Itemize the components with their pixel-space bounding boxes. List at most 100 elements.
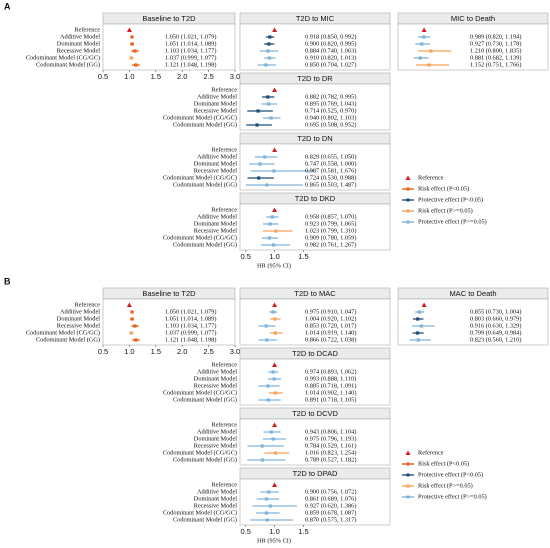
x-tick-label: 1.5 [151, 347, 161, 356]
row-label: Recessive Model [194, 227, 237, 234]
row-label: Codominant Model (CG/GC) [163, 174, 237, 181]
reference-marker [126, 302, 132, 307]
point-estimate [265, 518, 269, 522]
panel-body [239, 298, 391, 346]
value-label: 1.050 (1.021, 1.079) [165, 308, 216, 315]
value-label: 0.803 (0.660, 0.979) [470, 315, 521, 322]
point-estimate [256, 109, 260, 113]
point-estimate [264, 511, 269, 515]
x-tick-label: 1.0 [124, 347, 134, 356]
point-estimate [130, 42, 134, 46]
point-estimate [130, 35, 134, 39]
point-estimate [264, 497, 269, 501]
point-estimate [273, 331, 278, 335]
row-label: Reference [211, 146, 237, 153]
x-tick-label: 0.5 [98, 347, 108, 356]
panel-title: T2D to DR [297, 74, 333, 83]
point-estimate [416, 338, 420, 342]
row-label: Dominant Model [57, 40, 100, 47]
value-label: 0.909 (0.780, 1.059) [305, 234, 356, 241]
row-label: Dominant Model [194, 375, 237, 382]
point-estimate [267, 56, 272, 60]
value-label: 1.121 (1.048, 1.198) [165, 61, 216, 68]
value-label: 0.975 (0.910, 1.047) [305, 308, 356, 315]
panel-body [239, 143, 391, 191]
value-label: 1.103 (1.034, 1.177) [165, 322, 216, 329]
point-estimate [255, 123, 259, 127]
value-label: 0.895 (0.769, 1.043) [305, 100, 356, 107]
value-label: 1.121 (1.048, 1.198) [165, 336, 216, 343]
point-estimate [266, 398, 270, 402]
reference-marker [272, 362, 278, 367]
reference-marker [126, 27, 132, 32]
legend-symbol [406, 209, 410, 213]
row-label: Codominant Model (CG/GC) [163, 114, 237, 121]
panel-title: Baseline to T2D [142, 289, 196, 298]
point-estimate [273, 317, 277, 321]
point-estimate [133, 49, 137, 53]
point-estimate [269, 430, 273, 434]
point-estimate [265, 338, 269, 342]
value-label: 0.940 (0.802, 1.103) [305, 114, 356, 121]
value-label: 0.789 (0.527, 1.182) [305, 456, 356, 463]
value-label: 0.829 (0.655, 1.050) [305, 153, 356, 160]
panel-title: T2D to MIC [296, 14, 335, 23]
row-label: Dominant Model [194, 220, 237, 227]
row-label: Codominant Model (GG) [36, 61, 100, 68]
point-estimate [133, 324, 137, 328]
point-estimate [264, 63, 268, 67]
panel-letter: A [4, 1, 11, 11]
x-tick-label: 2.5 [203, 72, 213, 81]
panel-title: T2D to DCAD [292, 349, 338, 358]
value-label: 0.855 (0.730, 1.004) [470, 308, 521, 315]
row-label: Reference [211, 86, 237, 93]
point-estimate [266, 102, 271, 106]
value-label: 0.923 (0.799, 1.065) [305, 220, 356, 227]
panel-title: T2D to DCVD [292, 409, 338, 418]
value-label: 0.927 (0.620, 1.386) [305, 502, 356, 509]
point-estimate [271, 310, 275, 314]
point-estimate [273, 451, 278, 455]
point-estimate [263, 155, 267, 159]
row-label: Dominant Model [194, 160, 237, 167]
point-estimate [422, 35, 426, 39]
value-label: 0.993 (0.888, 1.110) [305, 375, 356, 382]
row-label: Additive Model [197, 368, 237, 375]
value-label: 1.050 (1.021, 1.079) [165, 33, 216, 40]
x-tick-label: 0.5 [241, 527, 251, 536]
point-estimate [129, 331, 133, 335]
value-label: 0.975 (0.796, 1.193) [305, 435, 356, 442]
value-label: 0.891 (0.718, 1.105) [305, 396, 356, 403]
reference-marker [272, 302, 278, 307]
value-label: 0.823 (0.560, 1.210) [470, 336, 521, 343]
value-label: 1.014 (0.919, 1.140) [305, 329, 356, 336]
point-estimate [269, 116, 273, 120]
point-estimate [257, 176, 261, 180]
row-label: Dominant Model [194, 495, 237, 502]
x-tick-label: 0.5 [98, 72, 108, 81]
value-label: 0.900 (0.820, 0.995) [305, 40, 356, 47]
row-label: Recessive Model [194, 382, 237, 389]
panel-title: MAC to Death [449, 289, 496, 298]
x-tick-label: 3.0 [230, 72, 240, 81]
value-label: 1.037 (0.999, 1.077) [165, 54, 216, 61]
point-estimate [272, 377, 276, 381]
value-label: 1.037 (0.999, 1.077) [165, 329, 216, 336]
panel-title: T2D to DKD [295, 194, 336, 203]
point-estimate [130, 310, 134, 314]
value-label: 0.916 (0.630, 1.329) [470, 322, 521, 329]
row-label: Dominant Model [194, 100, 237, 107]
x-tick-label: 3.0 [230, 347, 240, 356]
point-estimate [418, 56, 422, 60]
x-tick-label: 2.0 [177, 72, 187, 81]
point-estimate [271, 370, 275, 374]
point-estimate [260, 444, 264, 448]
legend-label: Protective effect (P<0.05) [418, 196, 483, 203]
point-estimate [272, 169, 276, 173]
row-label: Codominant Model (CG/GC) [163, 509, 237, 516]
legend-symbol [405, 450, 411, 455]
value-label: 0.865 (0.503, 1.487) [305, 181, 356, 188]
row-label: Codominant Model (GG) [173, 456, 237, 463]
panel-title: MIC to Death [451, 14, 495, 23]
x-tick-label: 2.5 [203, 347, 213, 356]
